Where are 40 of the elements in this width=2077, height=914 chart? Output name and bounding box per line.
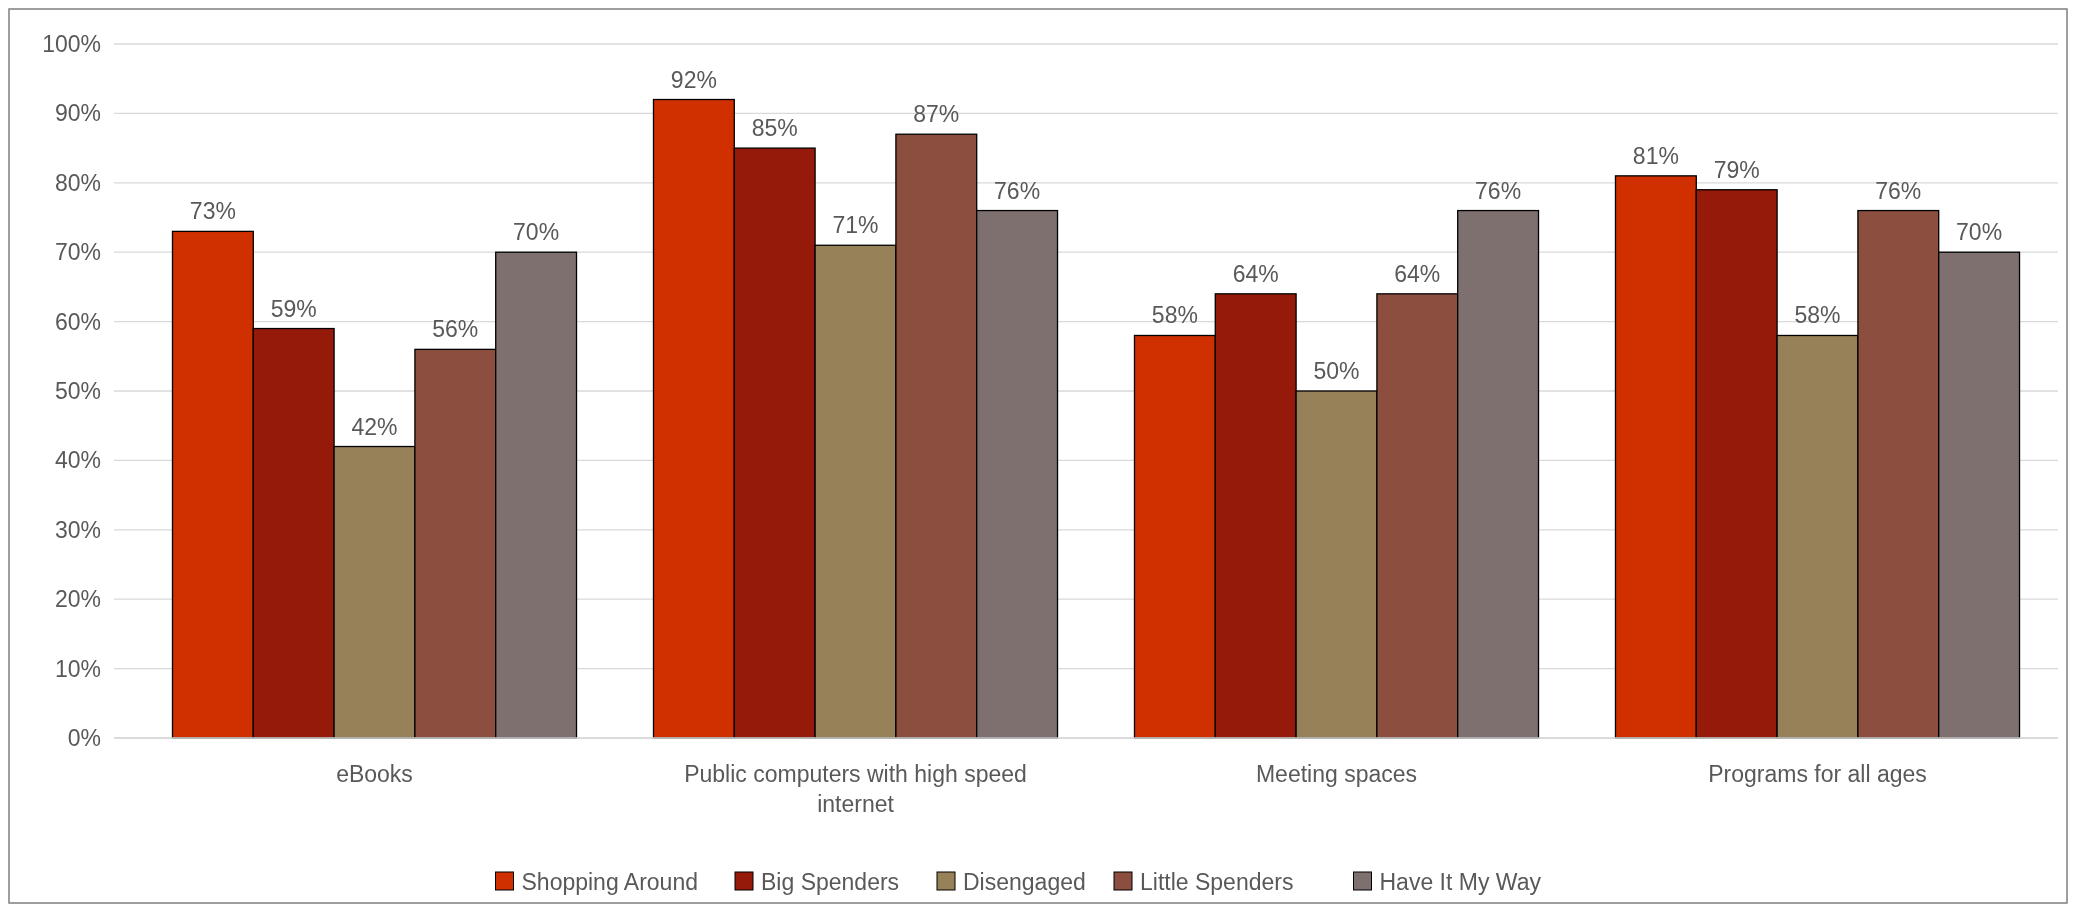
legend-label: Shopping Around [521, 869, 698, 896]
y-tick-label: 80% [54, 169, 101, 196]
data-label: 76% [994, 177, 1041, 204]
y-tick-label: 70% [54, 239, 101, 266]
y-tick-label: 60% [54, 308, 101, 335]
legend-label: Little Spenders [1140, 869, 1294, 896]
x-tick-label: Public computers with high speed internet [684, 761, 1027, 817]
data-label: 50% [1313, 358, 1360, 384]
data-label: 73% [189, 198, 236, 225]
y-tick-label: 20% [54, 586, 101, 613]
legend-label: Big Spenders [761, 869, 900, 896]
data-label: 79% [1713, 156, 1760, 183]
legend-label: Have It My Way [1379, 869, 1542, 896]
data-label: 71% [832, 212, 879, 239]
x-tick-label: Programs for all ages [1708, 761, 1927, 787]
y-tick-label: 100% [42, 31, 101, 58]
data-label: 58% [1794, 302, 1841, 329]
y-tick-label: 10% [54, 655, 101, 682]
data-label: 70% [513, 219, 560, 246]
data-label: 81% [1632, 142, 1679, 169]
data-label: 42% [351, 413, 398, 440]
x-tick-label: Meeting spaces [1255, 761, 1418, 787]
data-label: 58% [1151, 302, 1198, 329]
y-tick-label: 40% [54, 447, 101, 474]
x-tick-label: eBooks [336, 761, 413, 787]
y-tick-label: 0% [67, 725, 101, 752]
data-label: 85% [751, 115, 798, 142]
data-label: 59% [270, 295, 317, 322]
y-tick-label: 50% [54, 378, 101, 405]
data-label: 92% [670, 66, 717, 93]
legend-label: Disengaged [963, 869, 1086, 896]
data-label: 56% [432, 316, 479, 343]
y-tick-label: 90% [54, 100, 101, 127]
data-label: 87% [913, 101, 960, 128]
data-label: 70% [1956, 219, 2003, 246]
data-label: 76% [1875, 177, 1922, 204]
data-label: 64% [1232, 260, 1279, 287]
data-label: 76% [1475, 177, 1522, 204]
y-tick-label: 30% [54, 516, 101, 543]
data-label: 64% [1394, 260, 1441, 287]
